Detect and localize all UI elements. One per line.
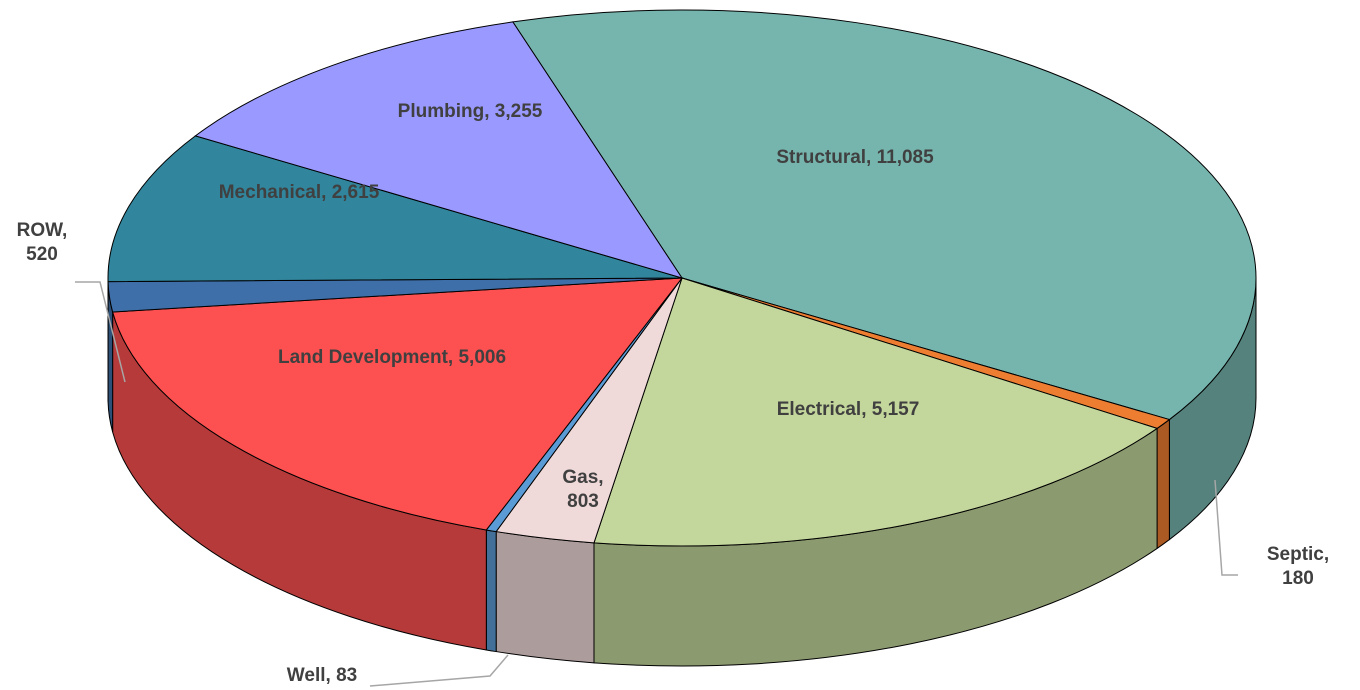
slice: [511, 9, 1257, 421]
data-label: Gas, 803: [562, 467, 604, 512]
data-label: ROW, 520: [16, 220, 68, 265]
slice: [593, 277, 1159, 547]
data-label: Land Development, 5,006: [277, 347, 507, 368]
slice-side: [485, 529, 497, 653]
slice-side: [495, 530, 595, 664]
slice-side: [1156, 418, 1170, 550]
slice: [194, 21, 684, 279]
leader-line: [369, 654, 509, 687]
data-label: Well, 83: [286, 665, 358, 686]
data-label: Structural, 11,085: [776, 147, 934, 168]
leader-line: [75, 281, 126, 383]
data-label: Plumbing, 3,255: [397, 101, 543, 122]
data-label: Mechanical, 2,615: [218, 182, 380, 203]
slice: [107, 135, 683, 283]
data-label: Electrical, 5,157: [776, 399, 920, 420]
leader-line: [1214, 479, 1238, 576]
slice: [111, 277, 684, 531]
data-label: Septic, 180: [1266, 544, 1330, 589]
